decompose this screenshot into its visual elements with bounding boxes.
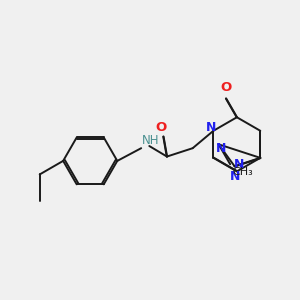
Text: NH: NH	[142, 134, 160, 147]
Text: O: O	[156, 121, 167, 134]
Text: N: N	[230, 170, 240, 183]
Text: O: O	[220, 81, 232, 94]
Text: N: N	[233, 158, 244, 171]
Text: N: N	[216, 142, 226, 155]
Text: N: N	[206, 121, 216, 134]
Text: CH₃: CH₃	[232, 167, 253, 177]
